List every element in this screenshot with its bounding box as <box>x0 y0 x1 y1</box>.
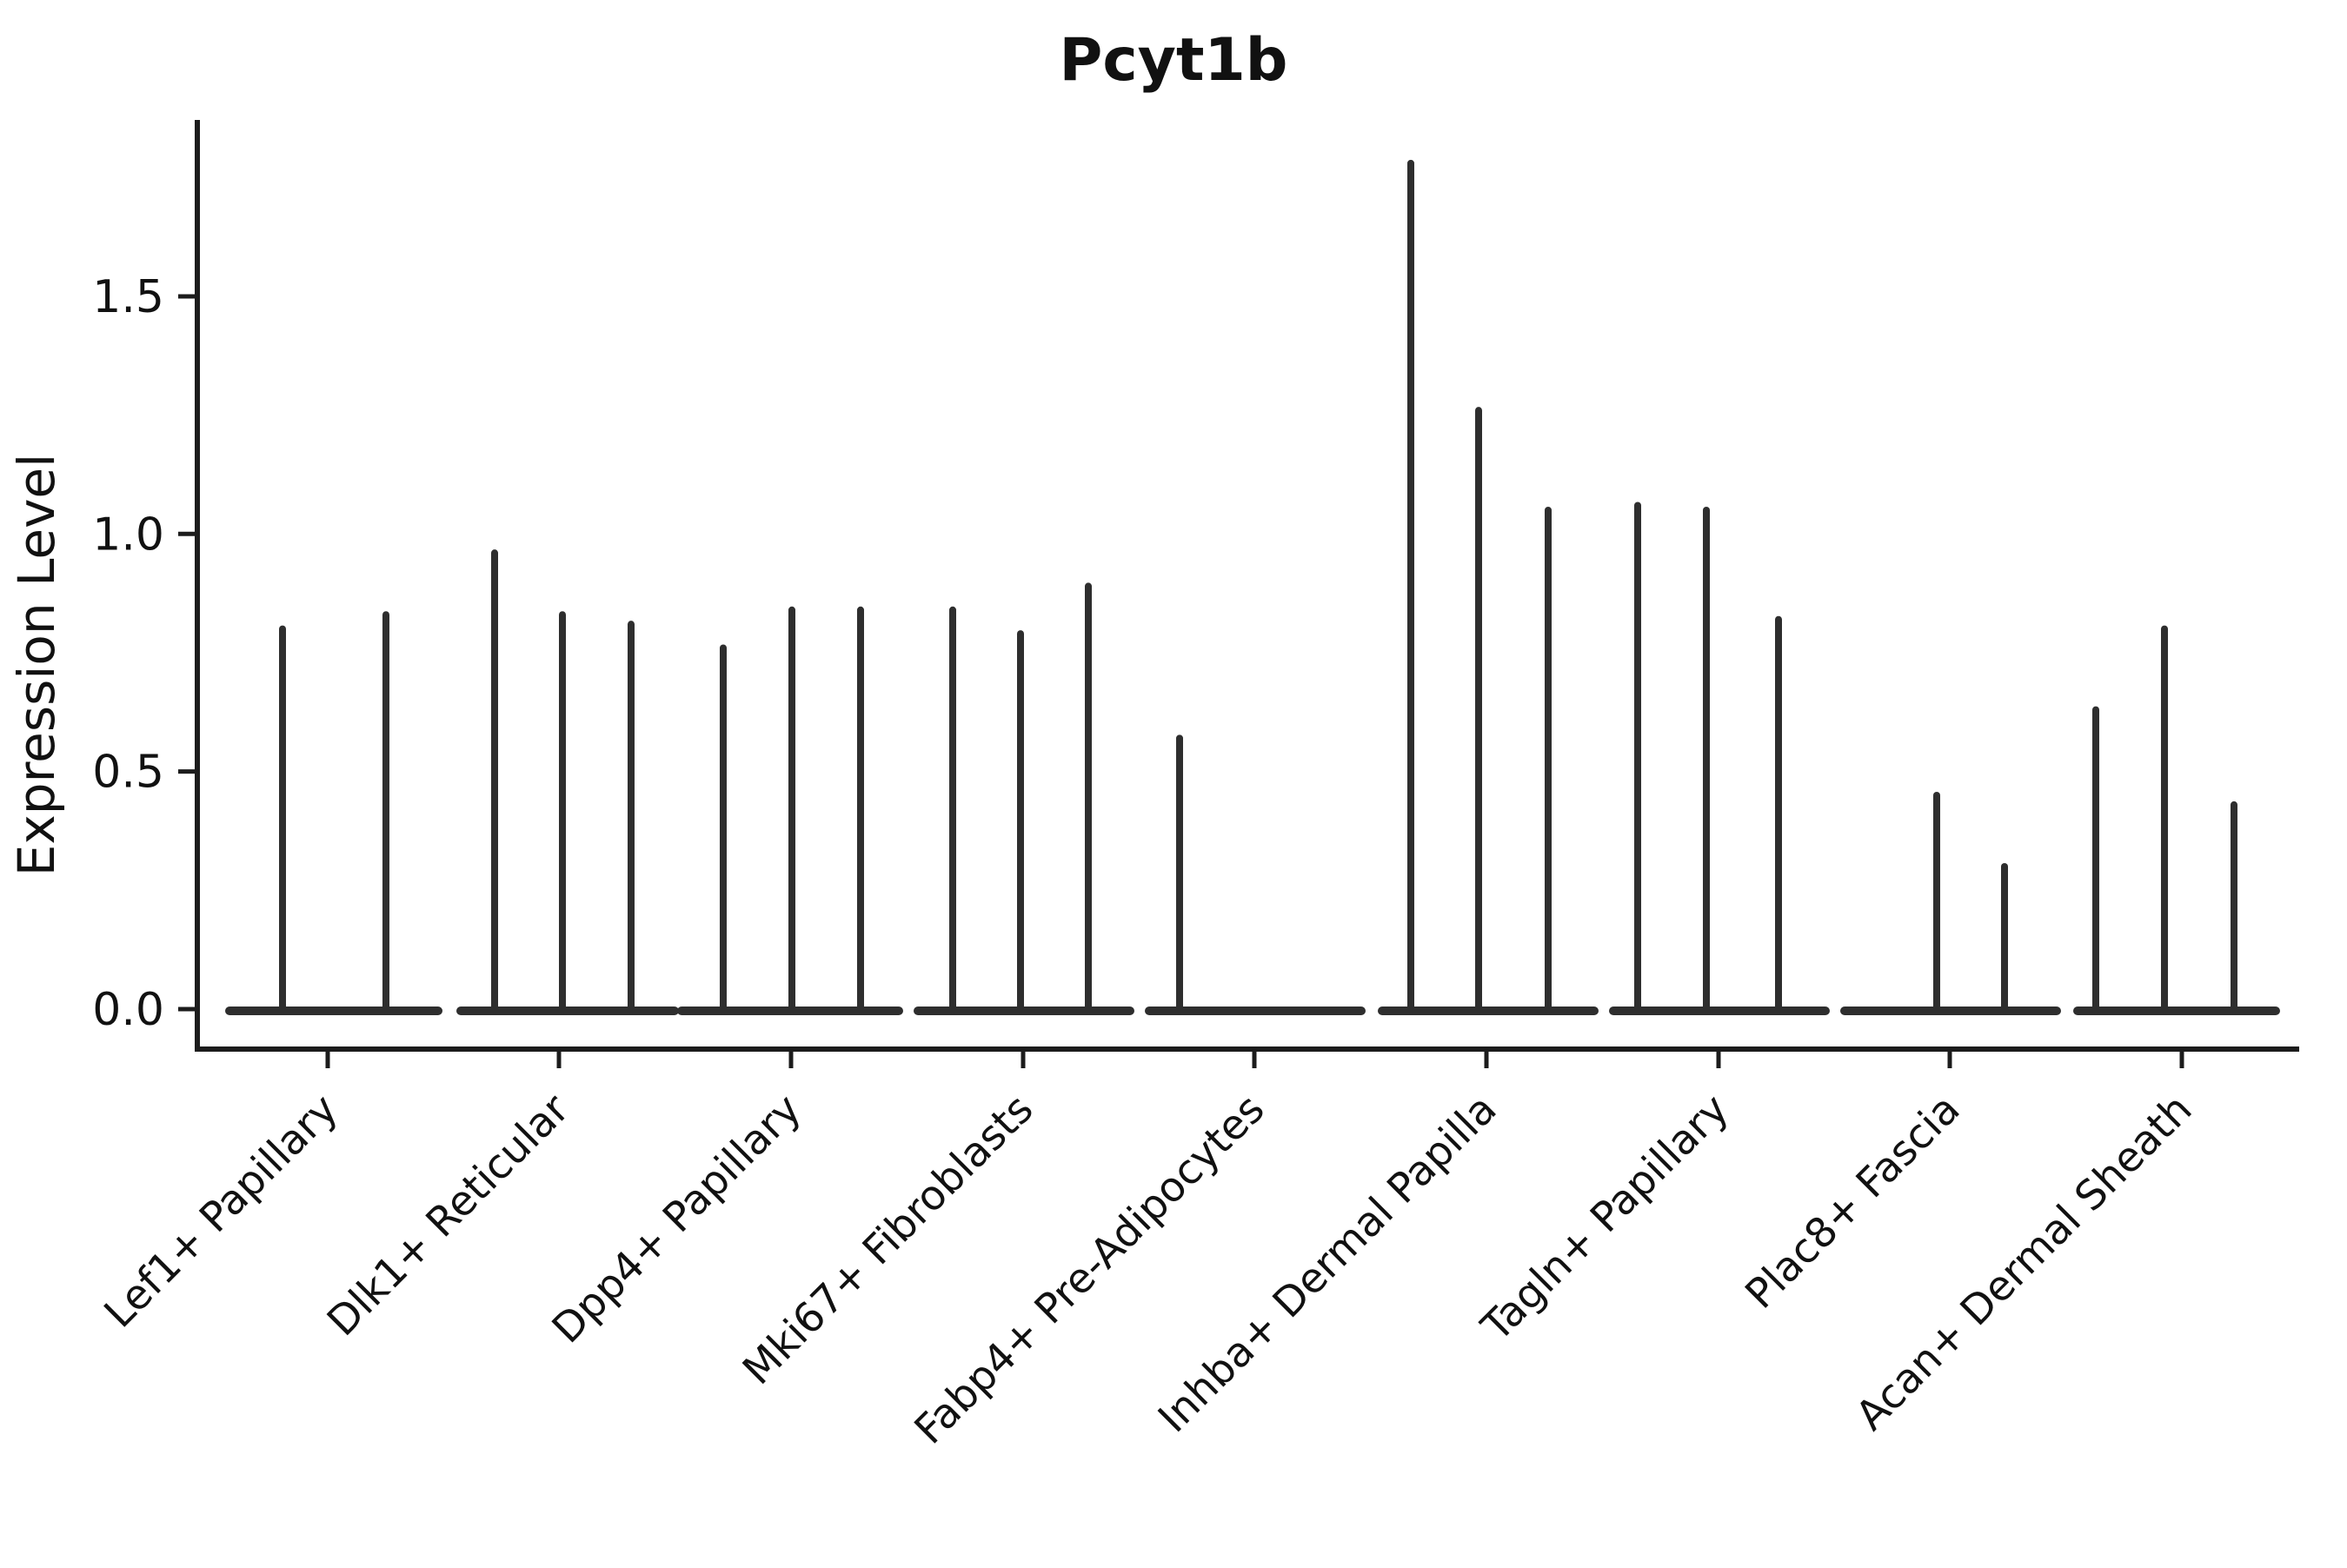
y-tick-label: 1.0 <box>92 508 164 561</box>
x-category-label: Dlk1+ Reticular <box>318 1085 579 1345</box>
y-tick-label: 0.0 <box>92 984 164 1036</box>
y-axis-label: Expression Level <box>7 454 66 876</box>
y-tick-label: 1.5 <box>92 271 164 323</box>
x-category-label: Lef1+ Papillary <box>96 1086 348 1338</box>
x-category-label: Dpp4+ Papillary <box>543 1086 811 1353</box>
chart-title: Pcyt1b <box>1060 26 1288 95</box>
x-category-label: Plac8+ Fascia <box>1737 1086 1970 1319</box>
x-category-label: Tagln+ Papillary <box>1473 1086 1739 1352</box>
y-tick-label: 0.5 <box>92 747 164 799</box>
